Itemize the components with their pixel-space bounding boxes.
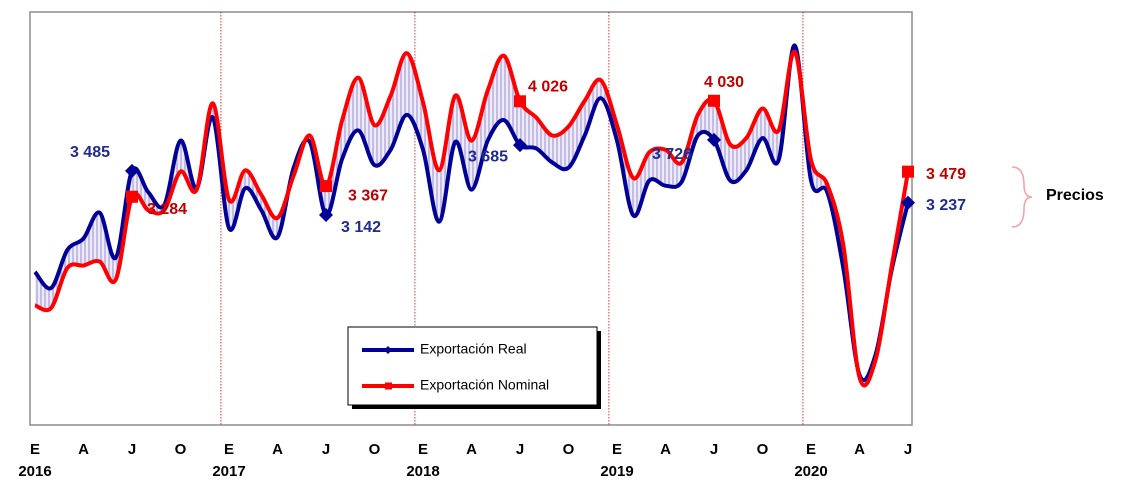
x-tick-label: O [369, 441, 381, 458]
x-tick-label: O [757, 441, 769, 458]
x-tick-label: A [854, 441, 865, 458]
x-tick-label: E [224, 441, 234, 458]
value-label: 4 030 [704, 74, 744, 91]
marker [707, 132, 721, 147]
value-label: 3 726 [652, 146, 692, 163]
value-label: 3 142 [341, 219, 381, 236]
x-tick-label: E [418, 441, 428, 458]
marker [319, 208, 333, 223]
value-label: 3 284 [147, 201, 187, 218]
marker [514, 95, 526, 108]
year-label: 2016 [18, 463, 51, 480]
value-label: 3 479 [926, 166, 966, 183]
marker [708, 94, 720, 107]
x-tick-label: J [322, 441, 330, 458]
x-tick-label: O [563, 441, 575, 458]
x-tick-label: A [660, 441, 671, 458]
x-tick-label: A [78, 441, 89, 458]
value-label: 3 367 [348, 187, 388, 204]
value-label: 4 026 [528, 79, 568, 96]
year-label: 2017 [212, 463, 245, 480]
series-line [34, 49, 910, 388]
x-tick-label: E [612, 441, 622, 458]
marker [513, 138, 527, 153]
legend [347, 326, 598, 406]
marker [125, 163, 139, 178]
marker [126, 190, 138, 203]
x-tick-label: J [516, 441, 524, 458]
year-label: 2018 [406, 463, 439, 480]
series-line [33, 43, 910, 383]
value-label: 3 485 [70, 144, 110, 161]
x-tick-label: A [272, 441, 283, 458]
legend-marker [385, 382, 392, 390]
x-tick-label: O [175, 441, 187, 458]
x-tick-label: J [710, 441, 718, 458]
year-label: 2020 [794, 463, 827, 480]
marker [902, 165, 914, 178]
marker [320, 180, 332, 193]
year-label: 2019 [600, 463, 633, 480]
x-tick-label: A [466, 441, 477, 458]
value-label: 3 237 [926, 197, 966, 214]
value-label: 3 685 [468, 148, 508, 165]
brace [1011, 166, 1033, 228]
legend-label: Exportación Real [420, 341, 527, 357]
x-tick-label: J [128, 441, 136, 458]
annotation: Precios [1046, 187, 1104, 204]
x-tick-label: J [904, 441, 912, 458]
x-tick-label: E [30, 441, 40, 458]
legend-label: Exportación Nominal [420, 377, 549, 393]
legend-marker [384, 346, 392, 354]
marker [901, 195, 915, 210]
x-tick-label: E [806, 441, 816, 458]
